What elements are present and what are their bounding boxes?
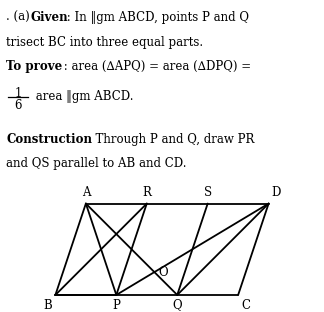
Text: C: C — [241, 299, 250, 312]
Text: : In ‖gm ABCD, points P and Q: : In ‖gm ABCD, points P and Q — [63, 11, 249, 24]
Text: : Through P and Q, draw PR: : Through P and Q, draw PR — [84, 133, 255, 146]
Text: A: A — [82, 186, 90, 199]
Text: D: D — [272, 186, 281, 199]
Text: and QS parallel to AB and CD.: and QS parallel to AB and CD. — [6, 157, 187, 170]
Text: To prove: To prove — [6, 60, 63, 73]
Text: R: R — [142, 186, 151, 199]
Text: Given: Given — [31, 11, 68, 24]
Text: : area (∆APQ) = area (∆DPQ) =: : area (∆APQ) = area (∆DPQ) = — [60, 60, 251, 73]
Text: B: B — [44, 299, 52, 312]
Text: P: P — [112, 299, 120, 312]
Text: . (a): . (a) — [6, 11, 34, 24]
Text: Q: Q — [172, 299, 182, 312]
Text: S: S — [203, 186, 212, 199]
Text: 6: 6 — [14, 99, 22, 112]
Text: Construction: Construction — [6, 133, 92, 146]
Text: trisect BC into three equal parts.: trisect BC into three equal parts. — [6, 36, 203, 49]
Text: area ‖gm ABCD.: area ‖gm ABCD. — [32, 90, 134, 103]
Text: 1: 1 — [14, 87, 21, 100]
Text: O: O — [159, 266, 168, 279]
